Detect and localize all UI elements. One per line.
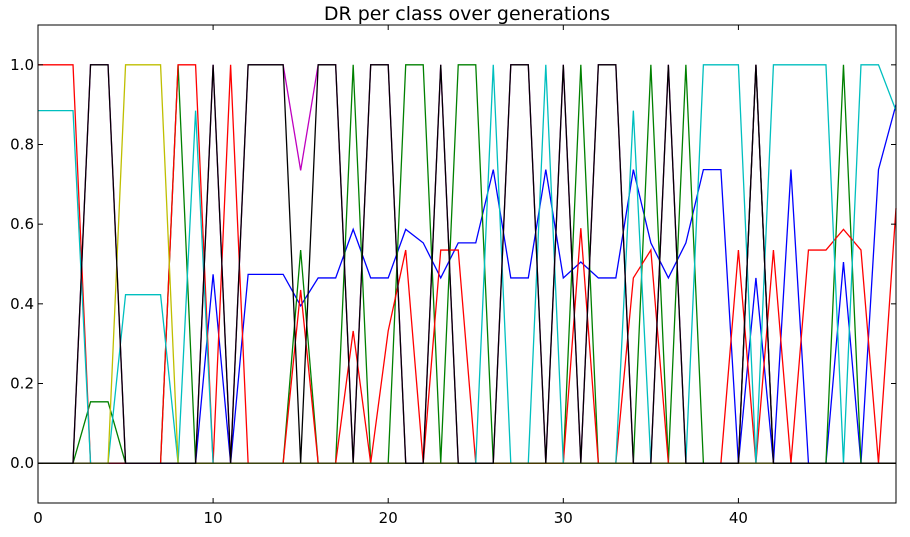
x-tick-label: 10 (204, 509, 223, 527)
series-line-3 (38, 64, 897, 464)
x-tick-label: 40 (729, 509, 748, 527)
y-tick-label: 0.4 (10, 295, 34, 313)
y-tick-label: 0.2 (10, 375, 34, 393)
x-tick-label: 20 (379, 509, 398, 527)
chart-title: DR per class over generations (324, 3, 610, 25)
series-line-1 (38, 104, 897, 464)
series-layer (38, 64, 897, 464)
plot-frame (37, 24, 897, 504)
tick-layer: 0 10 20 30 40 0.0 0.2 0.4 0.6 0.8 1.0 (10, 25, 896, 527)
y-tick-label: 1.0 (10, 56, 34, 74)
y-tick-label: 0.0 (10, 454, 34, 472)
x-tick-label: 30 (554, 509, 573, 527)
x-tick-label: 0 (33, 509, 43, 527)
y-tick-label: 0.8 (10, 136, 34, 154)
y-tick-label: 0.6 (10, 215, 34, 233)
